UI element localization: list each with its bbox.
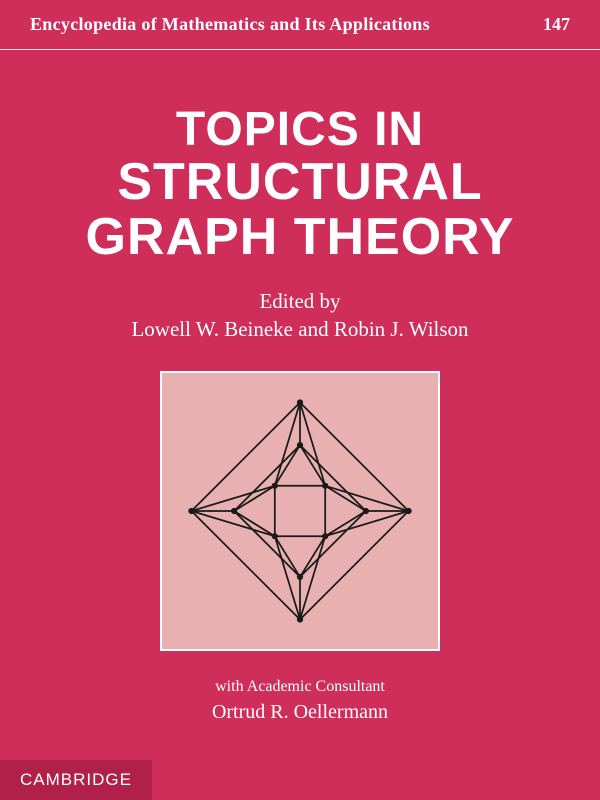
book-title: TOPICS IN STRUCTURAL GRAPH THEORY: [0, 105, 600, 265]
title-line-3: GRAPH THEORY: [0, 210, 600, 265]
book-cover: Encyclopedia of Mathematics and Its Appl…: [0, 0, 600, 800]
volume-number: 147: [543, 14, 570, 35]
editor-names: Lowell W. Beineke and Robin J. Wilson: [0, 315, 600, 343]
graph-diagram: [174, 385, 426, 637]
series-title: Encyclopedia of Mathematics and Its Appl…: [30, 14, 430, 35]
edited-by-label: Edited by: [0, 287, 600, 315]
publisher-bar: CAMBRIDGE: [0, 760, 152, 800]
title-line-2: STRUCTURAL: [0, 155, 600, 210]
series-header: Encyclopedia of Mathematics and Its Appl…: [0, 0, 600, 50]
publisher-name: CAMBRIDGE: [20, 770, 132, 789]
consultant-label: with Academic Consultant: [0, 675, 600, 698]
consultant-name: Ortrud R. Oellermann: [0, 698, 600, 727]
title-line-1: TOPICS IN: [0, 105, 600, 155]
graph-panel: [160, 371, 440, 651]
editors-block: Edited by Lowell W. Beineke and Robin J.…: [0, 287, 600, 344]
consultant-block: with Academic Consultant Ortrud R. Oelle…: [0, 675, 600, 727]
